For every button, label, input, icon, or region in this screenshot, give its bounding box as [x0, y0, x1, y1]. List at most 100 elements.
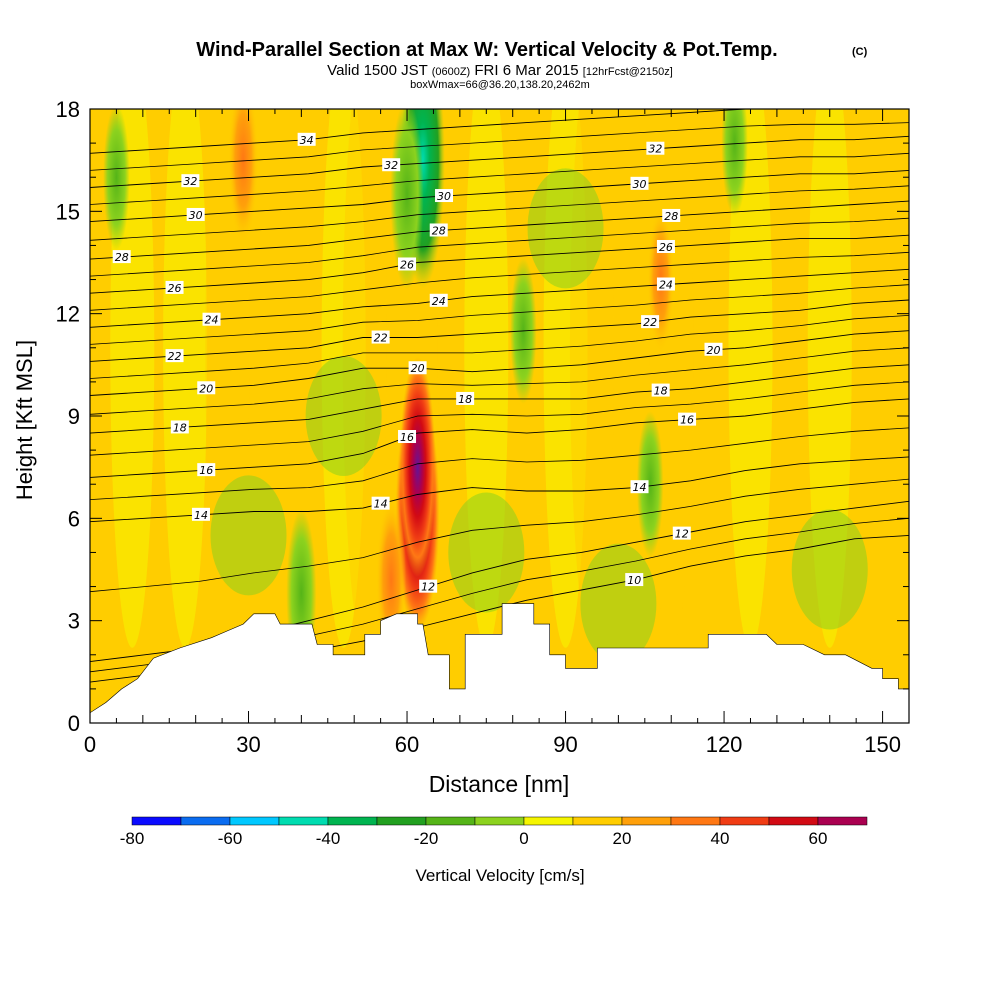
contour-label-text: 16: [199, 464, 213, 477]
contour-label-text: 30: [633, 178, 647, 191]
contour-label-text: 14: [374, 498, 388, 511]
contour-label-20-1: 20: [408, 361, 427, 375]
contour-label-26-2: 26: [656, 239, 675, 254]
contour-label-22-2: 22: [641, 315, 660, 329]
colorbar-swatch: [719, 816, 770, 826]
contour-label-text: 14: [194, 509, 208, 522]
theta-contour-24: [90, 268, 909, 328]
w-background-streak-9: [649, 109, 694, 648]
chart-subtitle-box: boxWmax=66@36.20,138.20,2462m: [410, 79, 590, 91]
contour-label-text: 32: [183, 175, 197, 188]
contour-label-12-1: 12: [419, 579, 438, 594]
colorbar-tick-label: 40: [711, 829, 730, 848]
colorbar-tick-label: 20: [613, 829, 632, 848]
contour-label-30-1: 30: [435, 189, 454, 203]
contour-label-text: 16: [680, 414, 694, 427]
x-tick-label: 0: [84, 732, 96, 757]
theta-contour-34: [90, 109, 909, 154]
y-tick-label: 18: [56, 97, 80, 122]
contour-label-16-1: 16: [398, 430, 417, 444]
colorbar-swatch: [572, 816, 623, 826]
w-downdraft-9: [721, 109, 748, 217]
y-tick-label: 0: [68, 711, 80, 736]
contour-label-14-1: 14: [371, 496, 390, 511]
contour-label-30-0: 30: [186, 207, 205, 222]
contour-label-16-0: 16: [197, 463, 216, 477]
contour-labels: 10 12 12 14 14 14 16 16 16 18 18 18 20 20 20 22 22 22 24 24…: [112, 132, 723, 594]
x-tick-label: 30: [236, 732, 260, 757]
contour-label-text: 22: [168, 350, 182, 363]
colorbar-swatch: [278, 816, 329, 826]
contour-label-32-2: 32: [646, 141, 665, 156]
colorbar-tick-label: 60: [809, 829, 828, 848]
contour-label-22-0: 22: [165, 349, 184, 363]
colorbar-swatch: [425, 816, 476, 826]
theta-contour-16: [90, 398, 909, 478]
theta-contour-minor-14: [90, 427, 909, 500]
colorbar-swatch: [474, 816, 525, 826]
contour-label-24-1: 24: [429, 293, 448, 308]
vertical-velocity-background: [110, 109, 868, 664]
contour-label-text: 22: [643, 316, 657, 329]
theta-contour-minor-24: [90, 251, 909, 311]
theta-contour-28: [90, 200, 909, 260]
contour-label-text: 30: [437, 190, 451, 203]
w-updraft-10: [228, 109, 259, 245]
colorbar-swatch: [327, 816, 378, 826]
theta-contour-minor-30: [90, 152, 909, 205]
theta-contour-32: [90, 135, 909, 188]
y-tick-label: 3: [68, 609, 80, 634]
contour-label-text: 14: [633, 481, 647, 494]
colorbar-tick-label: -80: [120, 829, 145, 848]
contour-label-20-2: 20: [704, 342, 723, 357]
w-background-streak-1: [163, 109, 208, 648]
colorbar-swatch: [768, 816, 819, 826]
y-tick-label: 9: [68, 404, 80, 429]
y-axis-label: Height [Kft MSL]: [12, 340, 37, 500]
colorbar-swatch: [621, 816, 672, 826]
theta-contour-minor-16: [90, 381, 909, 456]
colorbar-tick-label: -20: [414, 829, 439, 848]
theta-contour-minor-18: [90, 347, 909, 415]
contour-label-text: 20: [199, 382, 213, 395]
contour-label-text: 30: [189, 209, 203, 222]
contour-label-18-2: 18: [651, 383, 670, 398]
contour-label-28-0: 28: [112, 250, 131, 264]
contour-label-text: 24: [205, 314, 219, 327]
y-tick-label: 15: [56, 199, 80, 224]
contour-label-26-0: 26: [165, 280, 184, 295]
colorbar-tick-labels: -80 -60 -40 -20 0 20 40 60: [120, 829, 828, 848]
contour-label-14-2: 14: [630, 480, 649, 494]
contour-label-text: 24: [659, 279, 673, 292]
contour-label-text: 26: [659, 241, 673, 254]
contour-label-22-1: 22: [371, 330, 390, 345]
contour-label-text: 20: [411, 362, 425, 375]
theta-contour-minor-20: [90, 315, 909, 379]
contour-label-text: 28: [432, 224, 446, 237]
contour-label-text: 28: [115, 251, 129, 264]
contour-label-text: 18: [654, 385, 668, 398]
theta-contour-minor-28: [90, 185, 909, 241]
contour-label-26-1: 26: [398, 257, 417, 271]
contour-label-24-0: 24: [202, 312, 221, 327]
contour-label-text: 24: [432, 295, 446, 308]
x-tick-label: 60: [395, 732, 419, 757]
x-axis-ticks: 0 30 60 90 120 150: [84, 109, 910, 757]
contour-label-30-2: 30: [630, 176, 649, 191]
theta-contour-minor-22: [90, 284, 909, 345]
terrain-mask: [90, 603, 909, 723]
w-downdraft-7: [103, 109, 130, 251]
x-tick-label: 90: [553, 732, 577, 757]
colorbar-swatch: [229, 816, 280, 826]
colorbar-swatch: [180, 816, 231, 826]
theta-contour-26: [90, 234, 909, 294]
chart-title-mark: (C): [852, 46, 868, 58]
contour-label-text: 28: [664, 210, 678, 223]
contour-label-text: 32: [384, 159, 398, 172]
theta-contour-30: [90, 169, 909, 223]
theta-contour-minor-26: [90, 217, 909, 277]
contour-label-text: 10: [627, 574, 641, 587]
colorbar-tick-label: 0: [519, 829, 528, 848]
colorbar: [131, 816, 868, 826]
